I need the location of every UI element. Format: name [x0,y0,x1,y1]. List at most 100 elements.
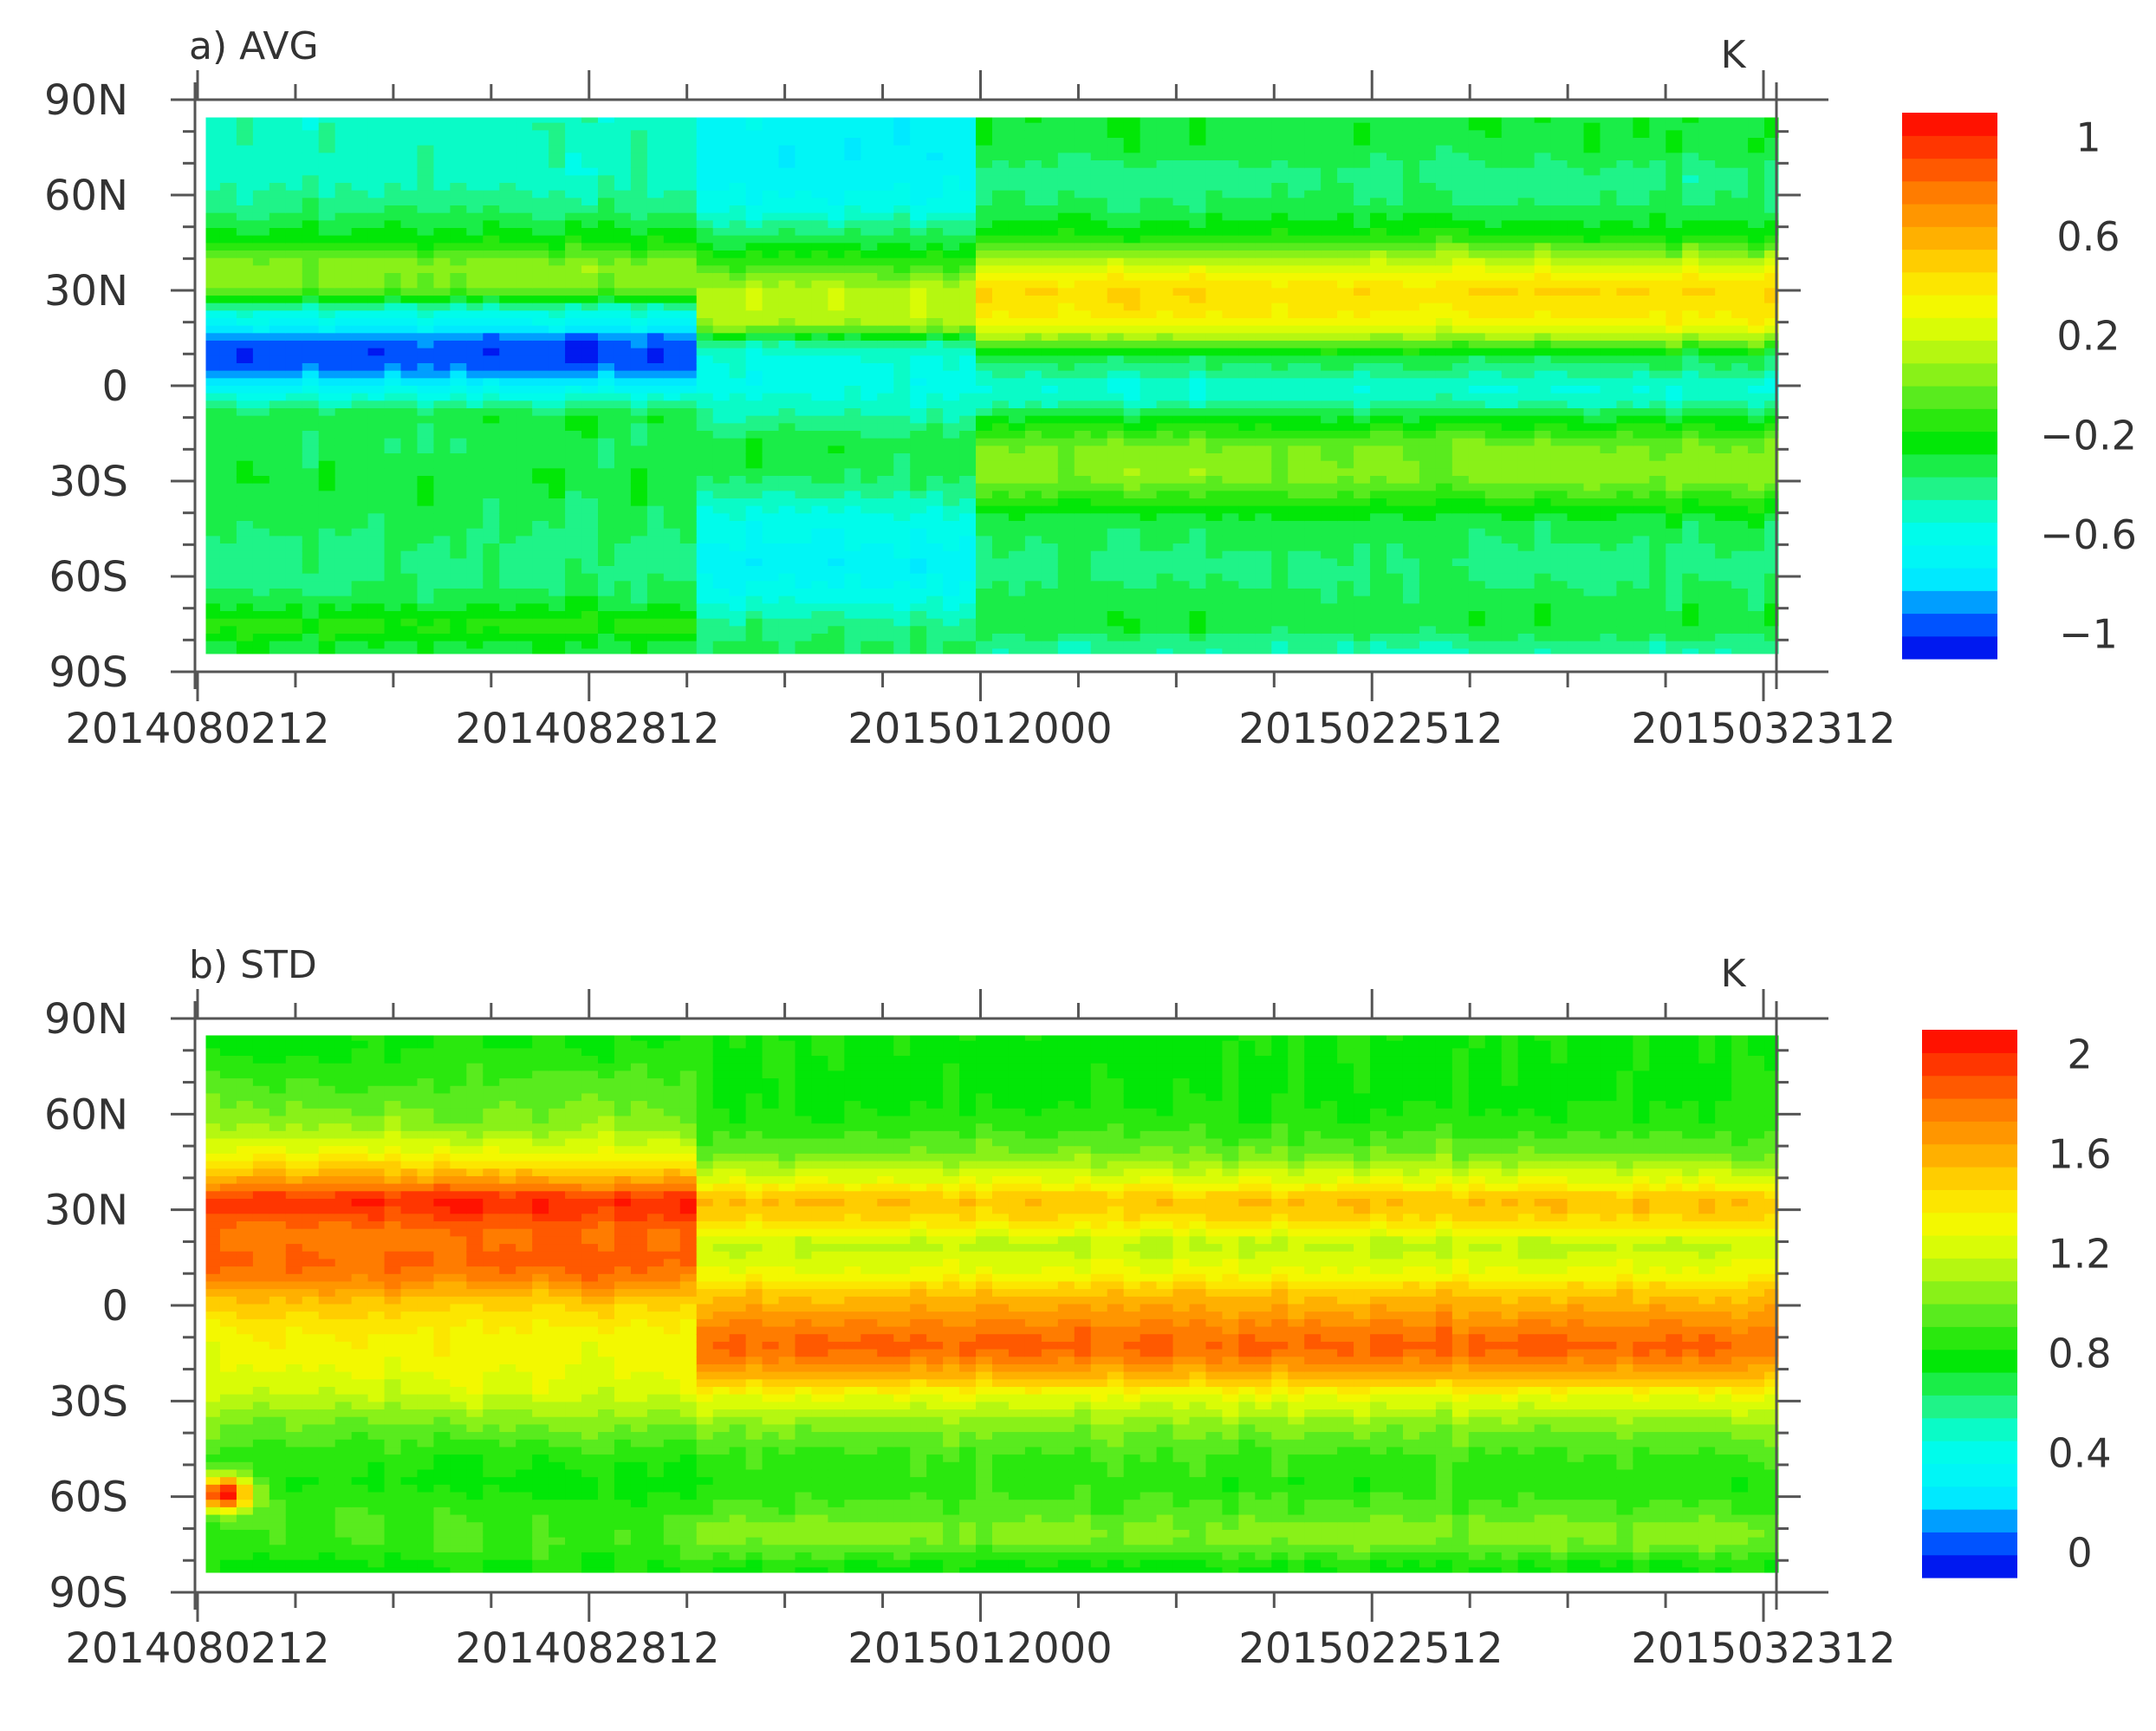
field-cell [1140,288,1158,296]
field-cell [811,634,829,642]
field-cell [1255,145,1272,153]
field-cell [334,453,353,462]
field-cell [598,558,615,567]
field-cell [729,333,747,342]
field-cell [844,183,861,192]
field-cell [433,498,451,507]
field-cell [926,573,944,582]
field-cell [318,550,336,559]
field-cell [696,446,714,454]
field-cell [745,483,763,491]
field-cell [1156,528,1174,537]
field-cell [252,160,270,169]
field-cell [646,618,665,627]
field-cell [646,603,665,612]
field-cell [302,303,320,311]
field-cell [204,581,221,589]
field-cell [1140,333,1158,342]
field-cell [976,431,993,439]
field-cell [516,325,533,334]
field-cell [696,265,714,274]
field-cell [565,393,582,401]
field-cell [795,558,813,567]
field-cell [1140,476,1158,485]
field-cell [679,138,698,146]
field-cell [1189,550,1207,559]
field-cell [910,641,927,649]
field-cell [1189,521,1207,530]
field-cell [745,303,763,311]
field-cell [219,558,237,567]
field-cell [1205,280,1224,289]
field-cell [1271,648,1289,657]
field-cell [959,228,977,237]
field-cell [516,251,533,259]
field-cell [1057,235,1075,244]
field-cell [581,550,599,559]
field-cell [1123,566,1141,575]
field-cell [712,603,731,612]
field-cell [499,228,516,237]
field-cell [219,641,237,649]
field-cell [828,355,845,364]
field-cell [1008,115,1026,124]
field-cell [877,175,894,184]
field-cell [877,528,894,537]
field-cell [549,212,566,221]
field-cell [1057,611,1075,620]
field-cell [877,370,894,379]
field-cell [828,122,845,131]
field-cell [926,603,944,612]
field-cell [219,528,237,537]
field-cell [1172,228,1191,237]
field-cell [1008,348,1026,356]
field-cell [860,498,878,507]
field-cell [926,145,944,153]
field-cell [269,543,287,552]
field-cell [910,310,927,319]
field-cell [252,423,270,432]
field-cell [614,536,632,544]
field-cell [893,115,911,124]
field-cell [696,581,714,589]
field-cell [943,190,960,198]
field-cell [976,183,993,192]
field-cell [729,378,747,387]
field-cell [318,310,336,319]
field-cell [795,573,813,582]
field-cell [351,550,369,559]
field-cell [433,363,451,372]
field-cell [745,558,763,567]
field-cell [466,618,484,627]
field-cell [219,513,237,522]
field-cell [1041,550,1059,559]
field-cell [893,386,911,394]
field-cell [745,243,763,251]
field-cell [1024,363,1042,372]
field-cell [943,310,960,319]
field-cell [1156,453,1174,462]
field-cell [992,648,1010,657]
field-cell [334,603,353,612]
field-cell [466,235,484,244]
field-cell [828,521,845,530]
field-cell [992,115,1010,124]
field-cell [1304,634,1322,642]
field-cell [811,325,829,334]
field-cell [367,122,386,131]
field-cell [828,257,845,266]
field-cell [269,251,287,259]
field-cell [663,408,681,417]
field-cell [433,280,451,289]
field-cell [252,558,270,567]
field-cell [499,648,516,657]
field-cell [466,634,484,642]
field-cell [565,641,582,649]
field-cell [236,453,254,462]
field-cell [1074,378,1092,387]
field-cell [499,386,516,394]
field-cell [811,198,829,206]
field-cell [762,581,780,589]
field-cell [219,460,237,469]
field-cell [959,521,977,530]
